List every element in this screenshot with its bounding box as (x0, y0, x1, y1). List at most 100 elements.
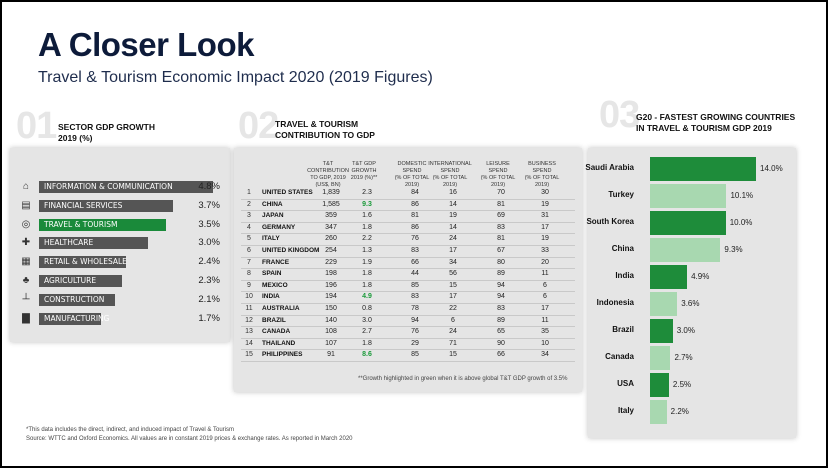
table-row: 10 INDIA 194 4.9 83 17 94 6 (241, 292, 575, 304)
business-cell: 11 (541, 270, 549, 278)
sector-label: RETAIL & WHOLESALE (44, 257, 127, 267)
country-cell: CHINA (262, 200, 283, 208)
column-header: T&T GDP GROWTH 2019 (%)** (342, 161, 386, 182)
domestic-cell: 84 (411, 189, 419, 196)
table-row: 11 AUSTRALIA 150 0.8 78 22 83 17 (241, 304, 575, 316)
bar-row: China 9.3% (588, 237, 796, 263)
bar-category-label: Turkey (608, 190, 634, 199)
table-note: **Growth highlighted in green when it is… (358, 376, 568, 382)
bar (650, 157, 756, 181)
business-cell: 19 (541, 235, 549, 243)
factory-icon: ▇ (22, 312, 30, 324)
intl-cell: 34 (449, 258, 457, 266)
country-cell: AUSTRALIA (262, 305, 300, 312)
bar (650, 184, 727, 208)
sector-value: 2.1% (198, 293, 220, 305)
bar (650, 346, 671, 370)
column-header-text: SPEND (402, 168, 422, 174)
growth-cell: 8.6 (362, 351, 372, 359)
leisure-cell: 66 (497, 351, 505, 359)
crane-icon: ┴ (22, 293, 30, 305)
domestic-cell: 86 (411, 223, 419, 231)
country-cell: UNITED KINGDOM (262, 247, 320, 254)
domestic-cell: 76 (411, 235, 419, 243)
leisure-cell: 70 (497, 189, 505, 196)
bar-value-label: 10.1% (730, 191, 754, 200)
bar (650, 265, 688, 289)
domestic-cell: 85 (411, 281, 419, 289)
domestic-cell: 81 (411, 212, 419, 220)
gdp-cell: 140 (325, 316, 337, 324)
leisure-cell: 80 (497, 258, 505, 266)
intl-cell: 24 (449, 235, 457, 243)
sector-row: ▇ MANUFACTURING 1.7% (20, 312, 228, 326)
rank-cell: 13 (245, 328, 253, 336)
growth-cell: 2.7 (362, 328, 372, 336)
contribution-heading-line1: TRAVEL & TOURISM (275, 119, 359, 129)
sector-value: 2.4% (198, 256, 220, 268)
sector-value: 4.8% (198, 181, 220, 192)
bar-row: Saudi Arabia 14.0% (585, 156, 796, 182)
bar-category-label: Indonesia (596, 298, 634, 307)
gdp-cell: 91 (327, 351, 335, 359)
business-cell: 17 (541, 305, 549, 312)
leisure-cell: 67 (497, 247, 505, 254)
intl-cell: 15 (449, 351, 457, 359)
bar-category-label: China (611, 244, 634, 253)
intl-cell: 22 (449, 305, 457, 312)
bar-category-label: South Korea (586, 217, 634, 226)
sector-row: ◎ TRAVEL & TOURISM 3.5% (20, 218, 228, 232)
growth-cell: 1.8 (362, 270, 372, 278)
column-header-text: 2019 (%)** (350, 175, 378, 181)
sector-value: 3.5% (198, 218, 220, 230)
section-number-1: 01 (16, 105, 57, 147)
domestic-cell: 44 (411, 270, 419, 278)
sector-growth-panel: ⌂ INFORMATION & COMMUNICATION 4.8% ▤ FINANCI… (10, 148, 230, 342)
rank-cell: 7 (247, 258, 251, 266)
bar-row: Brazil 3.0% (588, 318, 796, 344)
business-cell: 20 (541, 258, 549, 266)
intl-cell: 24 (449, 328, 457, 336)
leisure-cell: 89 (497, 270, 505, 278)
growth-cell: 1.8 (362, 281, 372, 289)
bar-value-label: 14.0% (760, 164, 783, 173)
business-cell: 30 (541, 189, 549, 196)
domestic-cell: 94 (411, 316, 419, 324)
domestic-cell: 66 (411, 258, 419, 266)
gdp-cell: 347 (325, 223, 337, 231)
bar-row: India 4.9% (588, 264, 796, 290)
column-header-text: (% OF TOTAL 2019) (524, 175, 560, 188)
growth-cell: 0.8 (362, 305, 372, 312)
g20-heading-line2: IN TRAVEL & TOURISM GDP 2019 (636, 123, 772, 133)
intl-cell: 17 (449, 293, 457, 301)
rank-cell: 10 (245, 293, 253, 301)
column-header: T&T CONTRIBUTION TO GDP, 2019 (US$, BN) (306, 161, 350, 189)
intl-cell: 17 (449, 247, 457, 254)
gdp-cell: 229 (325, 258, 337, 266)
bar-row: South Korea 10.0% (586, 210, 796, 236)
bar-category-label: Brazil (612, 325, 634, 334)
money-icon: ▤ (21, 199, 31, 211)
sector-label: HEALTHCARE (44, 238, 94, 248)
rank-cell: 3 (247, 212, 251, 220)
intl-cell: 56 (449, 270, 457, 278)
business-cell: 6 (543, 293, 547, 301)
g20-heading: G20 - FASTEST GROWING COUNTRIES IN TRAVE… (636, 112, 795, 134)
gdp-cell: 198 (325, 270, 337, 278)
intl-cell: 71 (449, 339, 457, 347)
domestic-cell: 86 (411, 200, 419, 208)
plant-icon: ♣ (22, 275, 30, 286)
table-row: 6 UNITED KINGDOM 254 1.3 83 17 67 33 (241, 246, 575, 258)
business-cell: 34 (541, 351, 549, 359)
bar-value-label: 2.2% (670, 407, 689, 416)
table-row: 9 MEXICO 196 1.8 85 15 94 6 (241, 281, 575, 293)
country-cell: SPAIN (262, 270, 282, 278)
leisure-cell: 94 (497, 293, 505, 301)
leisure-cell: 94 (497, 281, 505, 289)
bar-value-label: 10.0% (729, 218, 753, 227)
domestic-cell: 76 (411, 328, 419, 336)
antenna-icon: ⌂ (22, 181, 30, 192)
sector-label: FINANCIAL SERVICES (44, 200, 123, 210)
country-cell: THAILAND (262, 339, 296, 347)
